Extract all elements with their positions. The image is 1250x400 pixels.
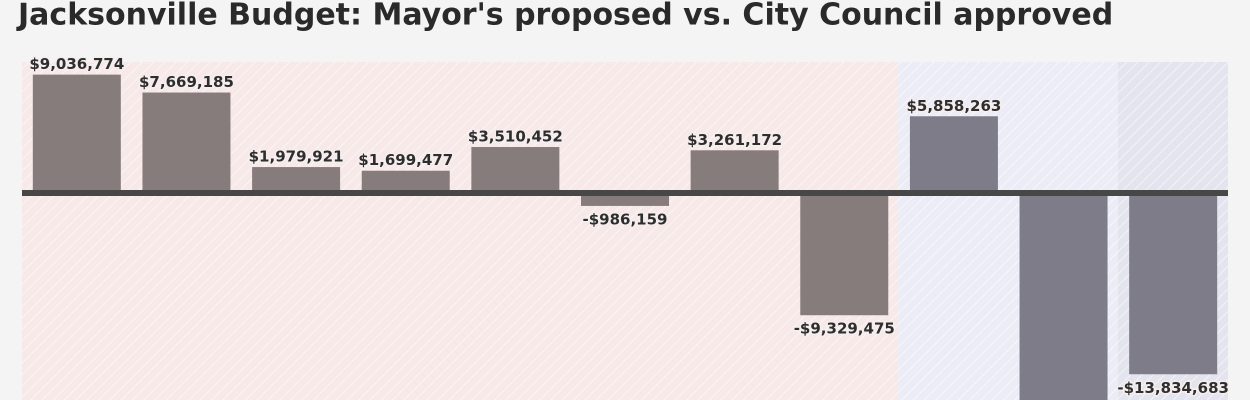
value-label: -$13,834,683 [1117, 379, 1229, 397]
bar [1019, 193, 1108, 400]
bar [361, 170, 450, 194]
bar [1129, 193, 1218, 375]
value-label: $9,036,774 [29, 55, 124, 73]
bars [32, 74, 1218, 400]
value-label: $1,979,921 [249, 148, 344, 166]
bar [142, 92, 231, 194]
value-label: -$986,159 [583, 210, 668, 228]
bar [581, 193, 669, 206]
bar [909, 116, 998, 194]
value-label: $3,510,452 [468, 128, 563, 146]
chart-title: Jacksonville Budget: Mayor's proposed vs… [16, 0, 1113, 33]
value-label: $5,858,263 [906, 97, 1001, 115]
bar [800, 193, 889, 316]
value-label: $7,669,185 [139, 73, 234, 91]
value-label: $1,699,477 [358, 151, 453, 169]
value-label: $3,261,172 [687, 131, 782, 149]
value-label: -$9,329,475 [794, 320, 895, 338]
bar [32, 74, 121, 194]
bar [252, 167, 341, 194]
bar [690, 150, 779, 194]
labels: $9,036,774 $7,669,185 $1,979,921 $1,699,477… [28, 54, 1231, 399]
bar [471, 147, 560, 194]
